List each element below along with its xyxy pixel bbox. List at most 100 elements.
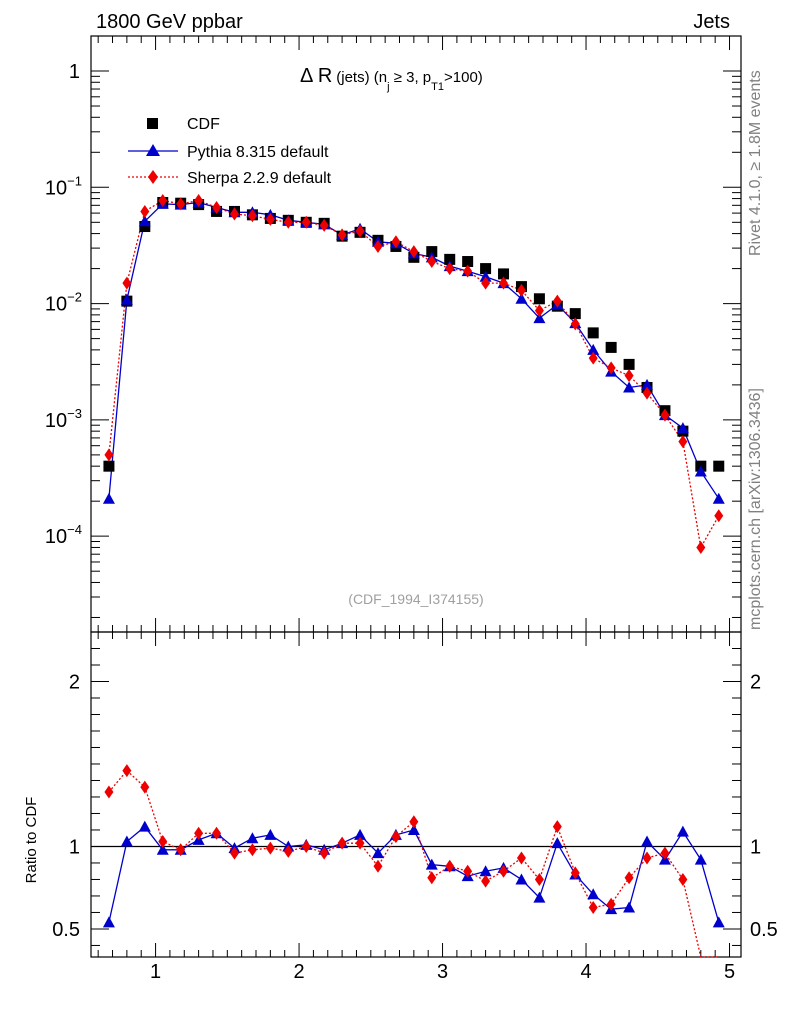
pythia-ratio-point — [551, 837, 564, 849]
pythia-ratio-point — [264, 828, 277, 840]
sherpa-point — [516, 283, 526, 297]
pythia-point — [138, 215, 151, 227]
sherpa-ratio-point — [409, 815, 419, 829]
y-tick-label: 10−2 — [45, 290, 82, 316]
x-tick-label: 2 — [293, 961, 304, 983]
pythia-ratio-point — [676, 825, 689, 837]
pythia-ratio-point — [156, 843, 169, 855]
cdf-point — [605, 341, 617, 353]
mcplots-label: mcplots.cern.ch [arXiv:1306.3436] — [747, 388, 764, 630]
pythia-ratio-point — [479, 865, 492, 877]
pythia-ratio-point — [712, 916, 725, 928]
sherpa-ratio-point — [122, 764, 132, 778]
cdf-point — [713, 460, 725, 472]
pythia-ratio-point — [138, 820, 151, 832]
sherpa-ratio-point — [463, 864, 473, 878]
sherpa-point — [176, 197, 186, 211]
pythia-point — [479, 270, 492, 282]
pythia-ratio-point — [425, 858, 438, 870]
legend-sherpa-marker — [148, 170, 158, 184]
cdf-point — [498, 268, 510, 280]
sherpa-ratio-point — [194, 826, 204, 840]
cdf-point — [623, 358, 635, 370]
sherpa-point — [570, 317, 580, 331]
sherpa-ratio-point — [642, 851, 652, 865]
sherpa-point — [427, 255, 437, 269]
x-tick-label: 3 — [437, 961, 448, 983]
pythia-ratio-point — [515, 873, 528, 885]
sherpa-point — [373, 239, 383, 253]
ratio-y-tick-label: 2 — [69, 671, 80, 693]
pythia-ratio-point — [354, 828, 367, 840]
sherpa-point — [642, 386, 652, 400]
sherpa-ratio-point — [158, 835, 168, 849]
sherpa-ratio-point — [301, 839, 311, 853]
legend-cdf-label: CDF — [187, 116, 220, 133]
pythia-ratio-point — [120, 835, 133, 847]
sherpa-point — [696, 540, 706, 554]
legend-sherpa-label: Sherpa 2.2.9 default — [187, 170, 332, 187]
ratio-y-tick-label-right: 1 — [750, 836, 761, 858]
sherpa-point — [463, 264, 473, 278]
sherpa-point — [714, 509, 724, 523]
header-left: 1800 GeV ppbar — [96, 11, 243, 33]
pythia-ratio-point — [694, 853, 707, 865]
sherpa-ratio-point — [176, 843, 186, 857]
sherpa-point — [104, 448, 114, 462]
sherpa-point — [355, 224, 365, 238]
pythia-ratio-point — [102, 916, 115, 928]
sherpa-point — [481, 276, 491, 290]
cdf-point — [139, 221, 151, 233]
sherpa-point — [624, 369, 634, 383]
cdf-point — [103, 460, 115, 472]
ratio-plot-frame — [90, 631, 742, 958]
cdf-point — [569, 308, 581, 320]
pythia-ratio-point — [623, 901, 636, 913]
sherpa-ratio-point — [499, 864, 509, 878]
ratio-y-tick-label: 0.5 — [52, 919, 80, 941]
sherpa-point — [319, 218, 329, 232]
ratio-series — [102, 764, 725, 958]
y-tick-label: 10−1 — [45, 173, 82, 199]
sherpa-ratio-point — [516, 851, 526, 865]
ratio-y-tick-label-right: 2 — [750, 671, 761, 693]
pythia-ratio-point — [641, 835, 654, 847]
sherpa-point — [212, 201, 222, 215]
sherpa-point — [660, 408, 670, 422]
pythia-ratio-point — [587, 888, 600, 900]
cdf-point — [587, 327, 599, 339]
ratio-y-tick-label-right: 0.5 — [750, 919, 778, 941]
sherpa-point — [678, 435, 688, 449]
sherpa-ratio-point — [104, 785, 114, 799]
sherpa-ratio-point — [678, 872, 688, 886]
sherpa-ratio-point — [319, 846, 329, 860]
legend: CDF Pythia 8.315 default Sherpa 2.2.9 de… — [128, 116, 332, 187]
pythia-point — [676, 422, 689, 434]
sherpa-ratio-point — [624, 871, 634, 885]
pythia-point — [120, 293, 133, 305]
rivet-label: Rivet 4.1.0, ≥ 1.8M events — [747, 70, 764, 256]
sherpa-ratio-point — [660, 846, 670, 860]
pythia-point — [623, 381, 636, 393]
sherpa-point — [158, 194, 168, 208]
pythia-point — [515, 292, 528, 304]
pythia-point — [102, 492, 115, 504]
pythia-ratio-point — [371, 847, 384, 859]
sherpa-ratio-point — [481, 874, 491, 888]
sherpa-point — [534, 304, 544, 318]
y-tick-label: 10−3 — [45, 406, 82, 432]
x-tick-label: 1 — [150, 961, 161, 983]
sherpa-point — [499, 276, 509, 290]
sherpa-ratio-point — [588, 901, 598, 915]
header-right: Jets — [693, 11, 730, 33]
sherpa-ratio-point — [391, 830, 401, 844]
sherpa-ratio-point — [445, 859, 455, 873]
legend-pythia-marker — [146, 144, 160, 156]
sherpa-point — [283, 215, 293, 229]
sherpa-point — [140, 204, 150, 218]
sherpa-point — [588, 351, 598, 365]
sherpa-point — [552, 294, 562, 308]
sherpa-point — [194, 194, 204, 208]
sherpa-ratio-point — [265, 841, 275, 855]
x-tick-label: 5 — [724, 961, 735, 983]
